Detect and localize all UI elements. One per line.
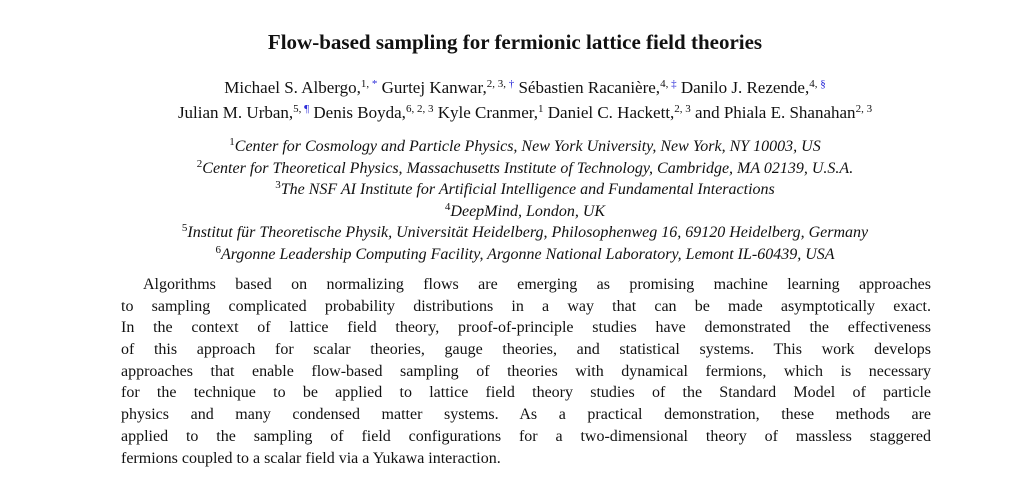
abstract-line: to sampling complicated probability dist… bbox=[121, 297, 931, 315]
affiliation-numbers: 6, 2, 3 bbox=[405, 103, 434, 115]
affiliation-numbers: 2, 3, bbox=[486, 78, 506, 90]
abstract-line: applied to the sampling of field configu… bbox=[121, 427, 931, 445]
author-name: Kyle Cranmer, bbox=[437, 103, 539, 122]
footnote-mark: ¶ bbox=[304, 103, 310, 115]
affiliation: 1Center for Cosmology and Particle Physi… bbox=[0, 136, 1030, 158]
affiliation-number: 3 bbox=[275, 179, 281, 191]
author-affiliation-marks: 4, ‡ bbox=[660, 78, 677, 90]
affiliation-text: Institut für Theoretische Physik, Univer… bbox=[187, 224, 869, 241]
affiliation-text: DeepMind, London, UK bbox=[450, 202, 606, 220]
footnote-mark: § bbox=[820, 78, 826, 90]
author-name: Sébastien Racanière, bbox=[518, 78, 661, 97]
abstract-line: approaches that enable flow-based sampli… bbox=[121, 362, 931, 380]
affiliation-numbers: 2, 3 bbox=[855, 103, 873, 115]
affiliation-numbers: 5, bbox=[293, 103, 302, 115]
author-affiliation-marks: 4, § bbox=[809, 78, 826, 90]
abstract-line: Algorithms based on normalizing flows ar… bbox=[143, 276, 931, 293]
affiliation-number: 4 bbox=[444, 200, 451, 213]
footnote-mark: * bbox=[371, 78, 378, 90]
affiliation-numbers: 4, bbox=[809, 78, 818, 90]
footnote-mark: † bbox=[508, 78, 515, 90]
abstract-line: physics and many condensed matter system… bbox=[121, 406, 931, 424]
affiliation-text: Center for Theoretical Physics, Massachu… bbox=[202, 159, 854, 177]
author-affiliation-marks: 1, * bbox=[361, 78, 378, 90]
affiliation: 3The NSF AI Institute for Artificial Int… bbox=[0, 179, 1030, 201]
author-name: Denis Boyda, bbox=[313, 103, 406, 122]
affiliation: 6Argonne Leadership Computing Facility, … bbox=[0, 244, 1030, 266]
affiliation-number: 6 bbox=[215, 243, 221, 256]
affiliation: 2Center for Theoretical Physics, Massach… bbox=[0, 158, 1030, 180]
affiliation-numbers: 4, bbox=[660, 78, 669, 90]
author-affiliation-marks: 6, 2, 3 bbox=[406, 103, 434, 115]
abstract: Algorithms based on normalizing flows ar… bbox=[121, 274, 931, 469]
affiliation-text: Center for Cosmology and Particle Physic… bbox=[234, 138, 821, 155]
affiliation-numbers: 2, 3 bbox=[674, 103, 691, 115]
abstract-line: In the context of lattice field theory, … bbox=[121, 319, 931, 337]
affiliation: 4DeepMind, London, UK bbox=[0, 201, 1030, 223]
affiliation-text: The NSF AI Institute for Artificial Inte… bbox=[280, 181, 775, 198]
abstract-line: of this approach for scalar theories, ga… bbox=[121, 341, 931, 359]
author-affiliation-marks: 1 bbox=[538, 103, 544, 115]
author-line: Julian M. Urban,5, ¶ Denis Boyda,6, 2, 3… bbox=[0, 103, 1030, 123]
affiliations: 1Center for Cosmology and Particle Physi… bbox=[0, 136, 1030, 265]
author-name: Julian M. Urban, bbox=[177, 103, 294, 122]
affiliation-number: 2 bbox=[196, 157, 203, 170]
affiliation: 5Institut für Theoretische Physik, Unive… bbox=[0, 222, 1030, 244]
author-name: Gurtej Kanwar, bbox=[381, 78, 487, 97]
paper-title: Flow-based sampling for fermionic lattic… bbox=[267, 30, 763, 54]
abstract-line: for the technique to be applied to latti… bbox=[121, 384, 931, 402]
affiliation-number: 5 bbox=[181, 222, 188, 234]
author-affiliation-marks: 2, 3, † bbox=[487, 78, 515, 90]
affiliation-text: Argonne Leadership Computing Facility, A… bbox=[220, 245, 835, 263]
affiliation-number: 1 bbox=[229, 136, 235, 148]
author-name: and Phiala E. Shanahan bbox=[695, 103, 856, 122]
author-affiliation-marks: 2, 3 bbox=[674, 103, 691, 115]
author-line: Michael S. Albergo,1, * Gurtej Kanwar,2,… bbox=[0, 78, 1030, 98]
author-name: Daniel C. Hackett, bbox=[547, 103, 675, 122]
author-name: Danilo J. Rezende, bbox=[680, 78, 810, 97]
author-affiliation-marks: 5, ¶ bbox=[293, 103, 309, 115]
affiliation-numbers: 1, bbox=[360, 78, 370, 90]
author-affiliation-marks: 2, 3 bbox=[856, 103, 873, 115]
author-name: Michael S. Albergo, bbox=[224, 78, 361, 97]
abstract-line: fermions coupled to a scalar field via a… bbox=[121, 449, 501, 467]
affiliation-numbers: 1 bbox=[538, 103, 544, 115]
footnote-mark: ‡ bbox=[671, 78, 677, 90]
